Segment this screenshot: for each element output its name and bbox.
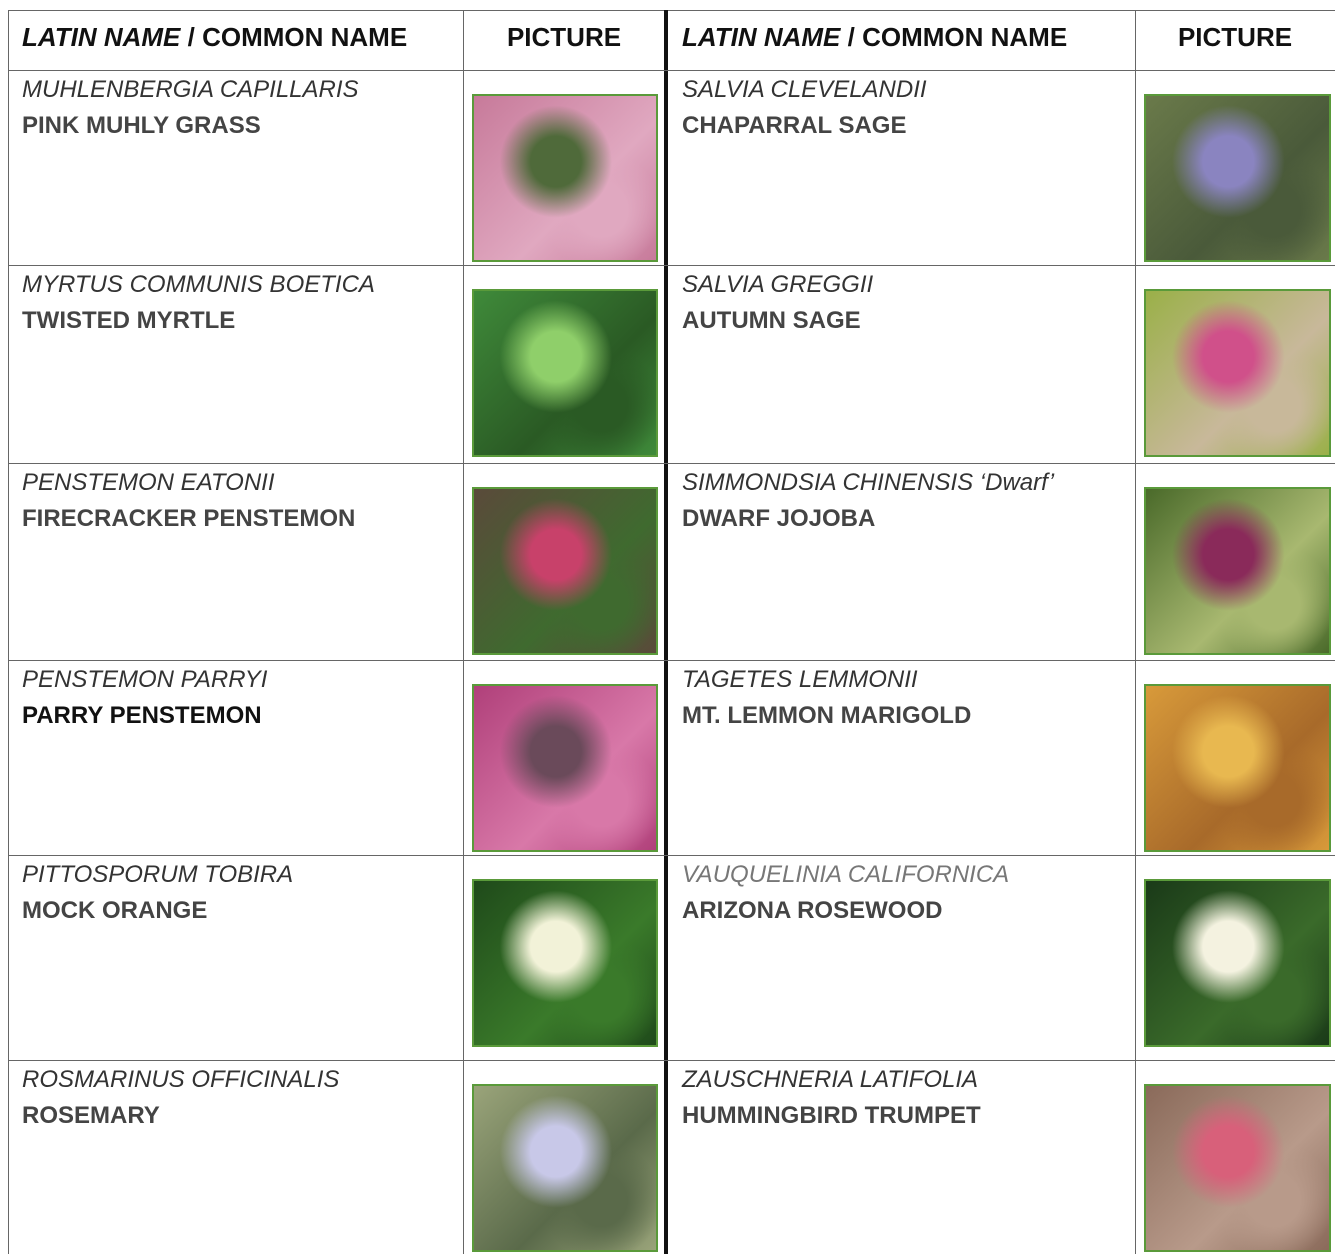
latin-name: SALVIA GREGGII bbox=[682, 271, 874, 298]
latin-name: PENSTEMON PARRYI bbox=[22, 666, 268, 693]
latin-name: TAGETES LEMMONII bbox=[682, 666, 918, 693]
rule bbox=[8, 463, 1335, 464]
common-name: MOCK ORANGE bbox=[22, 897, 208, 924]
common-name: AUTUMN SAGE bbox=[682, 307, 861, 334]
rule bbox=[8, 70, 1335, 71]
latin-name: SALVIA CLEVELANDII bbox=[682, 76, 927, 103]
picture-header: PICTURE bbox=[1177, 22, 1293, 52]
plant-photo bbox=[472, 94, 658, 262]
common-name: ARIZONA ROSEWOOD bbox=[682, 897, 943, 924]
plant-photo bbox=[472, 289, 658, 457]
header-common: COMMON NAME bbox=[862, 22, 1068, 52]
picture-header: PICTURE bbox=[506, 22, 622, 52]
plant-photo bbox=[472, 1084, 658, 1252]
plant-photo bbox=[472, 487, 658, 655]
plant-photo bbox=[1144, 1084, 1331, 1252]
rule bbox=[664, 10, 668, 1254]
plant-photo bbox=[1144, 684, 1331, 852]
latin-name: PENSTEMON EATONII bbox=[22, 469, 275, 496]
latin-name: VAUQUELINIA CALIFORNICA bbox=[682, 861, 1010, 888]
common-name: ROSEMARY bbox=[22, 1102, 160, 1129]
latin-name: PITTOSPORUM TOBIRA bbox=[22, 861, 294, 888]
column-header: LATIN NAME / COMMON NAME bbox=[682, 22, 1067, 53]
rule bbox=[8, 1060, 1335, 1061]
plant-photo bbox=[472, 879, 658, 1047]
rule bbox=[8, 265, 1335, 266]
latin-name: ZAUSCHNERIA LATIFOLIA bbox=[682, 1066, 979, 1093]
header-latin: LATIN NAME bbox=[682, 22, 841, 52]
rule bbox=[8, 10, 9, 1254]
common-name: FIRECRACKER PENSTEMON bbox=[22, 505, 356, 532]
plant-photo bbox=[1144, 94, 1331, 262]
plant-photo bbox=[472, 684, 658, 852]
common-name: PINK MUHLY GRASS bbox=[22, 112, 261, 139]
rule bbox=[463, 10, 464, 1254]
header-latin: LATIN NAME bbox=[22, 22, 181, 52]
rule bbox=[8, 10, 1335, 11]
common-name: DWARF JOJOBA bbox=[682, 505, 876, 532]
latin-name: ROSMARINUS OFFICINALIS bbox=[22, 1066, 340, 1093]
common-name: MT. LEMMON MARIGOLD bbox=[682, 702, 972, 729]
common-name: HUMMINGBIRD TRUMPET bbox=[682, 1102, 981, 1129]
rule bbox=[1135, 10, 1136, 1254]
header-separator: / bbox=[187, 22, 195, 52]
latin-name: MYRTUS COMMUNIS BOETICA bbox=[22, 271, 375, 298]
common-name: TWISTED MYRTLE bbox=[22, 307, 236, 334]
header-separator: / bbox=[847, 22, 855, 52]
plant-photo bbox=[1144, 487, 1331, 655]
header-common: COMMON NAME bbox=[202, 22, 408, 52]
plant-photo bbox=[1144, 879, 1331, 1047]
plant-photo bbox=[1144, 289, 1331, 457]
latin-name: SIMMONDSIA CHINENSIS ‘Dwarf’ bbox=[682, 469, 1055, 496]
common-name: CHAPARRAL SAGE bbox=[682, 112, 907, 139]
rule bbox=[8, 855, 1335, 856]
column-header: LATIN NAME / COMMON NAME bbox=[22, 22, 407, 53]
common-name: PARRY PENSTEMON bbox=[22, 702, 262, 729]
latin-name: MUHLENBERGIA CAPILLARIS bbox=[22, 76, 359, 103]
rule bbox=[8, 660, 1335, 661]
